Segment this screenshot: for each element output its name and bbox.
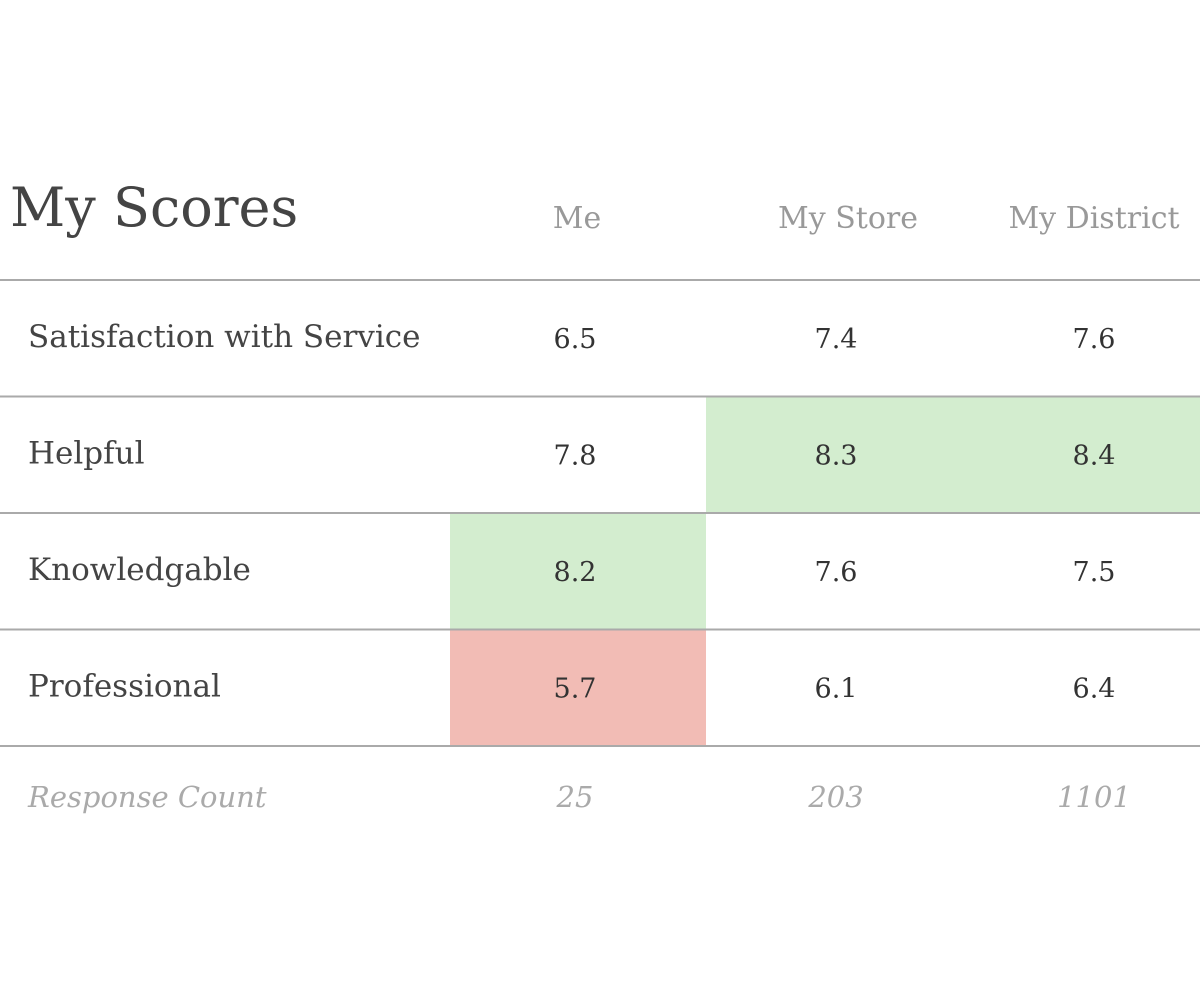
score-cell: 8.2 (554, 557, 597, 588)
row-label: Professional (28, 668, 221, 704)
score-cell: 6.4 (1073, 673, 1116, 704)
score-cell: 6.1 (815, 673, 858, 704)
score-cell: 6.5 (554, 324, 597, 355)
row-label: Knowledgable (28, 552, 251, 588)
column-header: My District (1008, 201, 1179, 236)
highlight-cell (706, 396, 966, 513)
score-cell: 8.4 (1073, 440, 1116, 471)
score-cell: 7.6 (1073, 324, 1116, 355)
row-label: Helpful (28, 435, 145, 471)
score-cell: 8.3 (815, 440, 858, 471)
column-header: Me (553, 201, 601, 236)
score-cell: 7.8 (554, 440, 597, 471)
highlight-cell (450, 513, 706, 630)
score-cell: 7.4 (815, 324, 858, 355)
score-cell: 7.5 (1073, 557, 1116, 588)
footer-cell: 1101 (1057, 780, 1131, 814)
row-label: Satisfaction with Service (28, 319, 420, 355)
highlight-cell (966, 396, 1200, 513)
table-title: My Scores (10, 176, 298, 239)
score-cell: 5.7 (554, 673, 597, 704)
footer-label: Response Count (27, 780, 267, 814)
footer-cell: 203 (807, 780, 863, 814)
score-cell: 7.6 (815, 557, 858, 588)
column-header: My Store (778, 201, 918, 236)
highlight-cell (450, 629, 706, 746)
footer-cell: 25 (556, 780, 594, 814)
